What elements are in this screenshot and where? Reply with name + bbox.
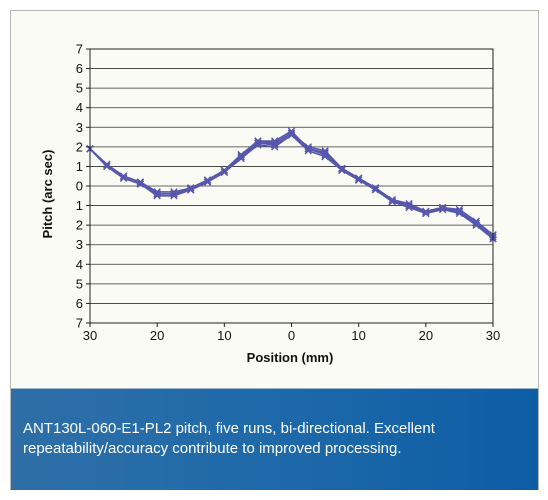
- data-point-marker: [405, 199, 413, 208]
- y-tick-label: 7: [76, 316, 83, 331]
- series-line-3: [89, 132, 494, 238]
- x-tick-label: 30: [486, 328, 500, 343]
- x-tick-label: 20: [150, 328, 164, 343]
- data-point-marker: [472, 217, 480, 225]
- data-point-marker: [153, 190, 161, 198]
- x-tick-label: 10: [217, 328, 231, 343]
- data-point-marker: [187, 184, 195, 192]
- data-point-marker: [136, 178, 145, 186]
- series-line-2: [89, 134, 494, 240]
- data-point-marker: [422, 207, 430, 216]
- y-tick-label: 2: [76, 218, 83, 233]
- data-point-marker: [271, 137, 279, 145]
- data-point-marker: [354, 174, 363, 182]
- x-tick-label: 10: [351, 328, 365, 343]
- data-point-marker: [338, 164, 346, 173]
- data-point-marker: [203, 178, 212, 186]
- x-tick-label: 30: [83, 328, 97, 343]
- figure-card: 7 6 5 4 3 2 1 0 1 2 3 4 5 6 7 30 20 10 0 10 20 30 Position (m…: [10, 10, 539, 490]
- y-tick-label: 1: [76, 198, 83, 213]
- series-line-1: [89, 132, 494, 236]
- data-point-marker: [220, 166, 229, 175]
- data-point-marker: [119, 174, 128, 182]
- y-tick-label: 4: [76, 257, 83, 272]
- data-point-marker: [438, 203, 447, 212]
- caption-panel: ANT130L-060-E1-PL2 pitch, five runs, bi-…: [11, 388, 538, 490]
- data-point-marker: [287, 127, 296, 135]
- data-point-marker: [254, 137, 262, 145]
- grid-layer: [90, 48, 493, 324]
- y-tick-label: 5: [76, 276, 83, 291]
- y-tick-label: 5: [76, 81, 83, 96]
- data-point-marker: [203, 176, 212, 184]
- data-point-marker: [472, 219, 480, 227]
- y-tick-label: 2: [76, 139, 83, 154]
- x-tick-label: 0: [288, 328, 295, 343]
- y-tick-label: 6: [76, 61, 83, 76]
- data-point-marker: [103, 160, 111, 169]
- y-axis-label: Pitch (arc sec): [40, 150, 55, 239]
- data-point-marker: [103, 162, 111, 171]
- data-point-marker: [388, 196, 396, 204]
- y-tick-label: 7: [76, 42, 83, 57]
- y-tick-label: 6: [76, 296, 83, 311]
- y-tick-label: 4: [76, 100, 83, 115]
- data-point-marker: [354, 176, 363, 184]
- data-point-marker: [237, 150, 245, 159]
- data-point-marker: [304, 145, 312, 153]
- x-axis-label: Position (mm): [247, 350, 334, 365]
- data-point-marker: [119, 172, 128, 180]
- x-tick-label: 20: [419, 328, 433, 343]
- data-point-marker: [321, 149, 329, 157]
- y-tick-label: 3: [76, 120, 83, 135]
- data-point-marker: [455, 205, 464, 214]
- y-tick-label: 3: [76, 237, 83, 252]
- plot-panel: 7 6 5 4 3 2 1 0 1 2 3 4 5 6 7 30 20 10 0 10 20 30 Position (m…: [11, 11, 538, 388]
- data-point-marker: [237, 152, 245, 161]
- data-point-marker: [220, 168, 229, 176]
- y-tick-label: 1: [76, 159, 83, 174]
- y-tick-label: 0: [76, 179, 83, 194]
- series-layer: [86, 127, 497, 243]
- data-point-marker: [371, 184, 380, 192]
- data-point-marker: [287, 129, 296, 137]
- data-point-marker: [338, 166, 346, 175]
- data-point-marker: [170, 190, 178, 198]
- caption-text: ANT130L-060-E1-PL2 pitch, five runs, bi-…: [23, 420, 435, 457]
- series-line-4: [89, 134, 494, 240]
